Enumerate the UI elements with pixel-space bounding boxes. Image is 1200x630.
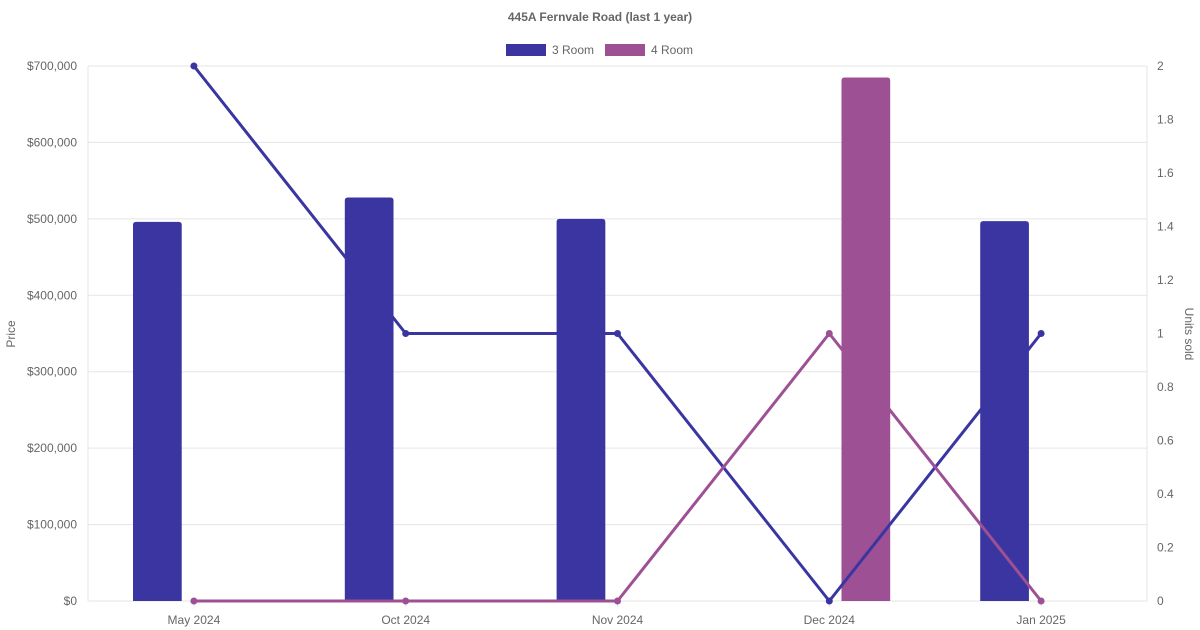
legend-label-4-room[interactable]: 4 Room [651,43,693,57]
units-point-4-room[interactable] [190,597,198,605]
units-point-3-room[interactable] [1037,330,1045,337]
y2-axis-title-units-sold: Units sold [1182,308,1196,361]
y2-tick-label: 1.8 [1157,113,1174,127]
units-point-3-room[interactable] [614,330,621,337]
y2-tick-label: 0 [1157,594,1164,608]
units-sold-lines [190,62,1045,605]
y2-tick-label: 0.8 [1157,380,1174,394]
price-bar-3-room[interactable] [556,218,606,601]
x-tick-label: Oct 2024 [381,613,430,627]
y-tick-label: $600,000 [27,135,77,149]
y-tick-label: $700,000 [27,59,77,73]
price-bar-3-room[interactable] [344,197,394,601]
units-point-3-room[interactable] [402,330,410,337]
y2-axis-ticks: 0 0.2 0.4 0.6 0.8 1 1.2 1.4 1.6 1.8 2 [1157,59,1174,608]
legend-label-3-room[interactable]: 3 Room [552,43,594,57]
y-tick-label: $500,000 [27,212,77,226]
y2-tick-label: 0.2 [1157,541,1174,555]
legend-swatch-4-room[interactable] [605,44,645,56]
y-tick-label: $0 [64,594,78,608]
units-point-4-room[interactable] [825,330,833,337]
y2-tick-label: 2 [1157,59,1164,73]
x-tick-label: Dec 2024 [804,613,856,627]
units-point-4-room[interactable] [614,597,621,605]
chart-title: 445A Fernvale Road (last 1 year) [508,10,692,24]
y-axis-title-price: Price [4,320,18,348]
units-point-4-room[interactable] [1037,597,1045,605]
y2-tick-label: 1 [1157,327,1164,341]
y-tick-label: $200,000 [27,441,77,455]
legend-swatch-3-room[interactable] [506,44,546,56]
y-tick-label: $400,000 [27,288,77,302]
y2-tick-label: 0.6 [1157,434,1174,448]
units-point-3-room[interactable] [190,62,198,70]
price-bars [133,77,1029,601]
x-tick-label: May 2024 [168,613,221,627]
units-point-3-room[interactable] [825,597,833,605]
y2-tick-label: 1.2 [1157,273,1174,287]
y2-tick-label: 1.6 [1157,166,1174,180]
units-point-4-room[interactable] [402,597,410,605]
units-line-4-room [193,332,1043,603]
y2-tick-label: 1.4 [1157,220,1174,234]
y-tick-label: $100,000 [27,518,77,532]
price-bar-3-room[interactable] [980,221,1029,601]
price-bar-4-room[interactable] [841,77,891,601]
price-bar-3-room[interactable] [133,221,182,601]
x-tick-label: Jan 2025 [1016,613,1066,627]
y-axis-ticks: $0 $100,000 $200,000 $300,000 $400,000 $500,0… [27,59,77,608]
x-axis-ticks: May 2024 Oct 2024 Nov 2024 Dec 2024 Jan 2025 [168,601,1066,627]
x-tick-label: Nov 2024 [592,613,644,627]
y2-tick-label: 0.4 [1157,487,1174,501]
legend: 3 Room 4 Room [506,43,693,57]
y-tick-label: $300,000 [27,365,77,379]
